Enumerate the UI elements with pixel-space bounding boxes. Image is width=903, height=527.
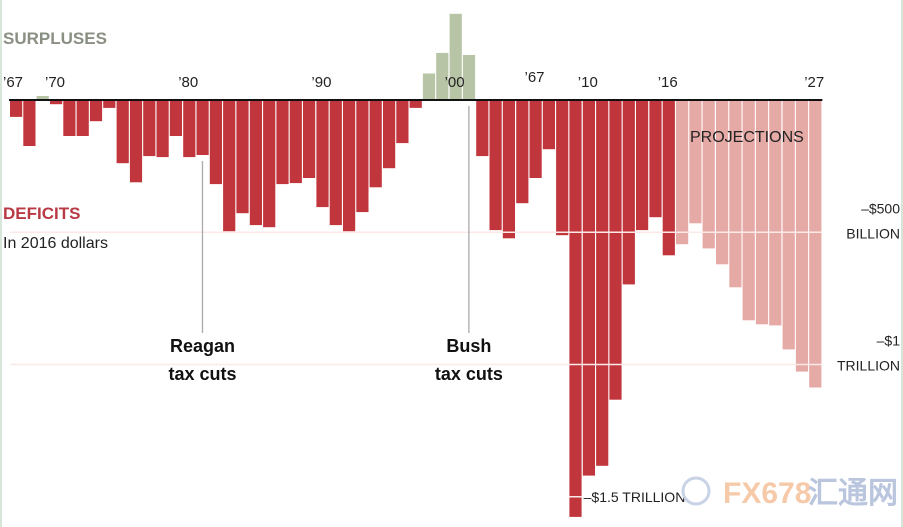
bar-1967 [10, 100, 23, 117]
bar-1980 [183, 100, 196, 158]
bar-1988 [289, 100, 302, 184]
bar-1982 [209, 100, 222, 185]
tick-label-2010: ’10 [578, 74, 598, 91]
x-tick-labels: ’67 ’70 ’80 ’90 ’00 ’67 ’10 ’16 ’27 [3, 69, 824, 91]
y-axis-labels: –$500 BILLION –$1 TRILLION –$1.5 TRILLION [584, 200, 901, 505]
y-label-1000-value: –$1 [877, 333, 901, 349]
bar-2008 [556, 100, 569, 236]
bar-1985 [249, 100, 262, 226]
bar-1979 [169, 100, 182, 136]
bar-2000 [449, 13, 462, 100]
gridlines-group [10, 231, 822, 498]
annotation-line2-1981: tax cuts [168, 364, 236, 384]
frame-right-border [901, 0, 903, 527]
bar-2001 [462, 55, 476, 100]
bar-2003 [489, 100, 502, 231]
bar-2018 [689, 100, 702, 224]
bar-2024 [769, 100, 782, 326]
bar-1968 [23, 100, 36, 146]
bar-1976 [129, 100, 143, 183]
bar-1975 [116, 100, 129, 164]
tick-label-1980: ’80 [178, 74, 198, 91]
bar-1970 [50, 100, 63, 105]
bar-1977 [143, 100, 156, 157]
bar-1996 [396, 100, 409, 144]
watermark: FX678 汇通网 [681, 476, 898, 510]
surpluses-label: SURPLUSES [3, 29, 107, 48]
bar-1971 [63, 100, 76, 136]
tick-label-2027: ’27 [804, 74, 824, 91]
bar-2019 [702, 100, 715, 249]
tick-label-1970: ’70 [45, 74, 65, 91]
bar-2016 [662, 100, 675, 256]
bar-1972 [76, 100, 89, 136]
frame-left-border [0, 0, 2, 527]
deficits-label: DEFICITS [3, 204, 80, 223]
bar-2017 [676, 100, 689, 245]
watermark-logo-icon [681, 476, 711, 506]
bar-1990 [316, 100, 329, 208]
bar-2002 [476, 100, 489, 157]
tick-label-2006: ’67 [525, 69, 545, 86]
bar-1978 [156, 100, 169, 158]
annotations-group: Reagan tax cuts Bush tax cuts [168, 106, 503, 384]
bar-1973 [89, 100, 103, 122]
tick-label-1967: ’67 [3, 74, 23, 91]
bar-1989 [303, 100, 316, 178]
bar-2004 [502, 100, 515, 239]
tick-label-2016: ’16 [658, 74, 678, 91]
bar-1981 [196, 100, 209, 155]
annotation-line2-2001: tax cuts [435, 364, 503, 384]
bar-1991 [329, 100, 342, 226]
bar-2021 [729, 100, 742, 288]
watermark-cn: 汇通网 [808, 477, 898, 510]
watermark-brand: FX678 [723, 477, 811, 510]
bar-2012 [609, 100, 622, 400]
y-label-500-unit: BILLION [846, 225, 900, 241]
bar-1994 [369, 100, 382, 188]
y-label-1000-unit: TRILLION [837, 358, 900, 374]
tick-label-1990: ’90 [311, 74, 331, 91]
bar-2009 [569, 100, 582, 517]
bar-1997 [409, 100, 422, 108]
bar-2006 [529, 100, 542, 178]
bar-2023 [755, 100, 769, 325]
bar-2013 [622, 100, 635, 285]
bar-1992 [343, 100, 356, 232]
bar-1974 [103, 100, 116, 108]
bar-1983 [223, 100, 236, 232]
bar-2010 [582, 100, 595, 476]
bar-1995 [383, 100, 396, 169]
projections-label: PROJECTIONS [690, 129, 804, 146]
bar-2011 [596, 100, 609, 466]
bar-1984 [236, 100, 249, 214]
bar-1969 [36, 96, 49, 100]
bar-2014 [636, 100, 649, 231]
bar-2026 [795, 100, 809, 372]
bar-2015 [649, 100, 662, 218]
bar-2027 [809, 100, 822, 388]
tick-label-2000: ’00 [445, 74, 465, 91]
bar-2025 [782, 100, 795, 350]
bar-1986 [263, 100, 276, 228]
bar-1987 [276, 100, 289, 185]
bar-2007 [542, 100, 555, 150]
bar-1999 [436, 52, 449, 100]
annotation-line1-2001: Bush [446, 336, 491, 356]
bar-2020 [716, 100, 729, 265]
y-label-500-value: –$500 [861, 200, 900, 216]
bar-2022 [742, 100, 755, 321]
y-label-1500: –$1.5 TRILLION [584, 489, 686, 505]
annotation-line1-1981: Reagan [170, 336, 235, 356]
bar-2005 [516, 100, 529, 204]
units-subtitle: In 2016 dollars [3, 235, 108, 252]
bar-1993 [356, 100, 369, 213]
bar-1998 [422, 73, 436, 100]
bars-group [10, 13, 822, 517]
